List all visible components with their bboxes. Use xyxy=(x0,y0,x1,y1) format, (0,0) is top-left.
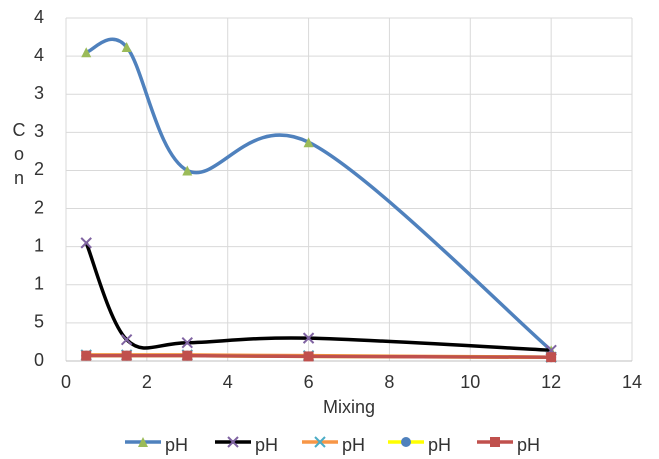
marker xyxy=(81,47,92,58)
marker xyxy=(182,165,193,176)
legend-marker xyxy=(401,437,411,447)
y-tick-label: 4 xyxy=(34,7,44,27)
x-tick-label: 2 xyxy=(142,372,152,392)
y-tick-label: 2 xyxy=(34,197,44,217)
series-line xyxy=(85,37,553,352)
x-tick-label: 4 xyxy=(223,372,233,392)
legend-label: pH xyxy=(342,435,365,455)
marker xyxy=(80,237,92,249)
y-tick-label: 0 xyxy=(34,350,44,370)
marker xyxy=(546,352,557,363)
x-axis-label: Mixing xyxy=(323,397,375,417)
legend-marker xyxy=(314,436,326,448)
y-tick-label: 3 xyxy=(34,121,44,141)
legend-label: pH xyxy=(165,435,188,455)
marker xyxy=(120,333,133,346)
y-tick-label: 4 xyxy=(34,45,44,65)
series-line xyxy=(84,242,552,353)
legend-marker xyxy=(138,437,148,447)
x-tick-label: 10 xyxy=(460,372,480,392)
legend-marker xyxy=(227,436,239,448)
series-line xyxy=(86,353,552,359)
marker xyxy=(303,351,314,362)
y-tick-label: 2 xyxy=(34,159,44,179)
y-tick-label: 5 xyxy=(34,312,44,332)
y-tick-label: 3 xyxy=(34,83,44,103)
legend-label: pH xyxy=(255,435,278,455)
marker xyxy=(121,41,132,52)
x-tick-label: 0 xyxy=(61,372,71,392)
x-tick-label: 14 xyxy=(622,372,642,392)
x-tick-label: 12 xyxy=(541,372,561,392)
x-tick-label: 8 xyxy=(384,372,394,392)
marker xyxy=(121,350,132,361)
marker xyxy=(182,350,193,361)
y-axis-label: Con xyxy=(9,120,29,192)
marker xyxy=(81,350,92,361)
legend-marker xyxy=(490,437,500,447)
marker xyxy=(302,332,315,344)
x-tick-label: 6 xyxy=(304,372,314,392)
marker xyxy=(181,336,193,349)
legend-label: pH xyxy=(428,435,451,455)
marker xyxy=(303,137,314,148)
y-tick-label: 1 xyxy=(34,274,44,294)
legend-label: pH xyxy=(517,435,540,455)
y-tick-label: 1 xyxy=(34,235,44,255)
